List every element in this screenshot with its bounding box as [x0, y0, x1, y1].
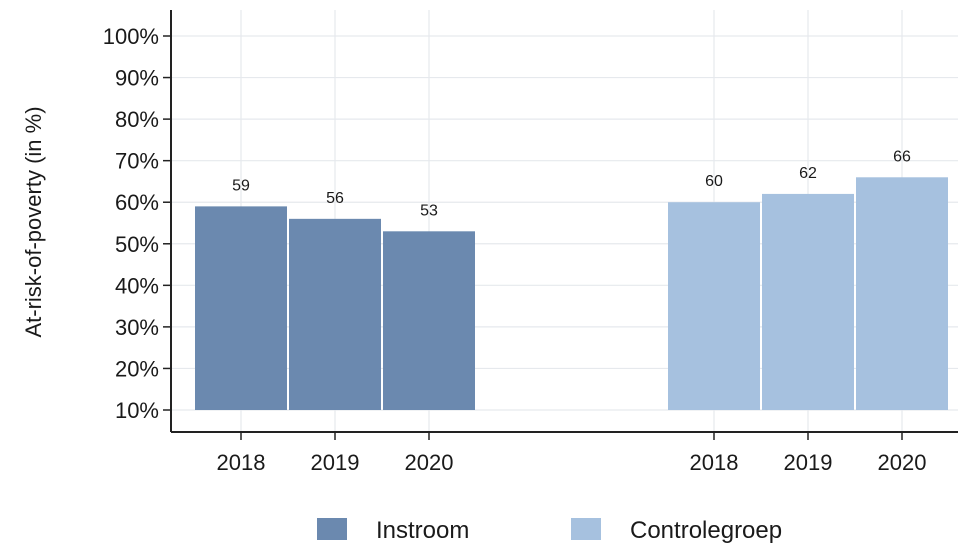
- y-tick-label: 100%: [103, 24, 159, 49]
- data-label: 56: [326, 190, 344, 207]
- y-tick-label: 80%: [115, 107, 159, 132]
- bar: [762, 193, 854, 410]
- data-label: 59: [232, 177, 250, 194]
- y-tick-label: 50%: [115, 232, 159, 257]
- y-tick-label: 60%: [115, 190, 159, 215]
- bar: [195, 206, 287, 410]
- bar: [668, 202, 760, 410]
- bar: [856, 177, 948, 410]
- y-ticks: 10% 20% 30% 40% 50% 60% 70% 80% 90% 100%: [103, 24, 171, 423]
- legend-label: Controlegroep: [630, 517, 782, 544]
- y-tick-label: 20%: [115, 356, 159, 381]
- legend-swatch: [571, 518, 601, 540]
- y-tick-label: 30%: [115, 315, 159, 340]
- x-tick-label: 2020: [405, 450, 454, 475]
- data-labels: 59 56 53 60 62 66: [232, 148, 911, 219]
- x-tick-label: 2018: [217, 450, 266, 475]
- data-label: 66: [893, 148, 911, 165]
- bars: [195, 177, 948, 410]
- data-label: 53: [420, 202, 438, 219]
- bar: [383, 231, 475, 410]
- x-tick-label: 2019: [784, 450, 833, 475]
- data-label: 62: [799, 165, 817, 182]
- x-tick-label: 2018: [690, 450, 739, 475]
- x-ticks: 2018 2019 2020 2018 2019 2020: [217, 432, 927, 475]
- bar: [289, 218, 381, 410]
- x-tick-label: 2020: [878, 450, 927, 475]
- x-tick-label: 2019: [311, 450, 360, 475]
- y-axis-title: At-risk-of-poverty (in %): [21, 106, 46, 337]
- y-tick-label: 90%: [115, 66, 159, 91]
- legend: Instroom Controlegroep: [317, 517, 782, 544]
- legend-swatch: [317, 518, 347, 540]
- legend-label: Instroom: [376, 517, 469, 544]
- axes: [170, 10, 958, 433]
- y-tick-label: 70%: [115, 149, 159, 174]
- y-tick-label: 40%: [115, 273, 159, 298]
- data-label: 60: [705, 173, 723, 190]
- y-tick-label: 10%: [115, 398, 159, 423]
